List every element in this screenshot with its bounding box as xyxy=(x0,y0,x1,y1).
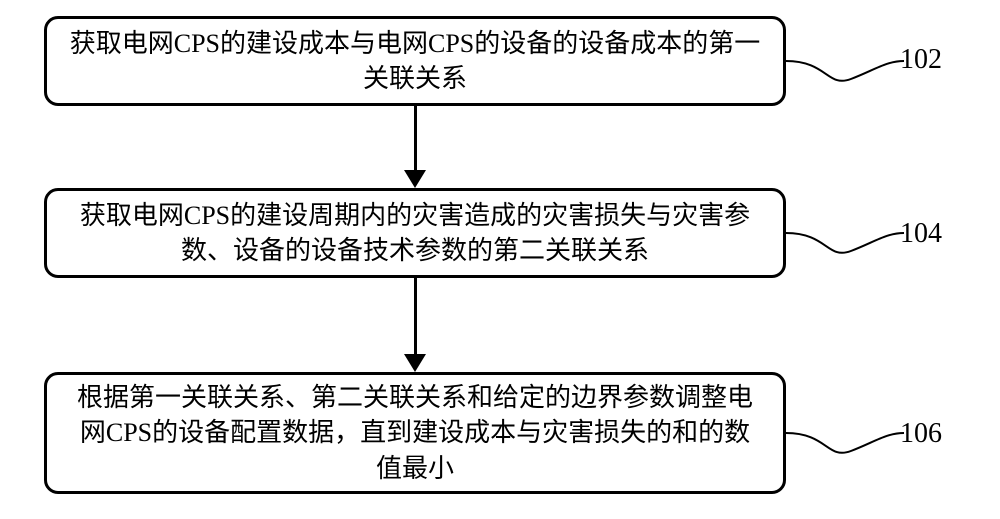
flow-box-b2: 获取电网CPS的建设周期内的灾害造成的灾害损失与灾害参数、设备的设备技术参数的第… xyxy=(44,188,786,278)
flow-box-text: 获取电网CPS的建设成本与电网CPS的设备的设备成本的第一关联关系 xyxy=(67,26,763,96)
flow-box-text: 根据第一关联关系、第二关联关系和给定的边界参数调整电网CPS的设备配置数据，直到… xyxy=(67,380,763,485)
arrow-line xyxy=(414,278,417,354)
flow-box-text: 获取电网CPS的建设周期内的灾害造成的灾害损失与灾害参数、设备的设备技术参数的第… xyxy=(67,198,763,268)
step-label-l2: 104 xyxy=(900,218,942,250)
arrow-line xyxy=(414,106,417,170)
arrow-head-icon xyxy=(404,354,426,372)
flow-box-b3: 根据第一关联关系、第二关联关系和给定的边界参数调整电网CPS的设备配置数据，直到… xyxy=(44,372,786,494)
step-label-l1: 102 xyxy=(900,44,942,76)
step-label-text: 106 xyxy=(900,418,942,449)
connector-curve xyxy=(786,31,904,91)
connector-curve xyxy=(786,203,904,263)
connector-curve xyxy=(786,403,904,463)
step-label-text: 104 xyxy=(900,218,942,249)
arrow-head-icon xyxy=(404,170,426,188)
step-label-text: 102 xyxy=(900,44,942,75)
step-label-l3: 106 xyxy=(900,418,942,450)
flow-box-b1: 获取电网CPS的建设成本与电网CPS的设备的设备成本的第一关联关系 xyxy=(44,16,786,106)
